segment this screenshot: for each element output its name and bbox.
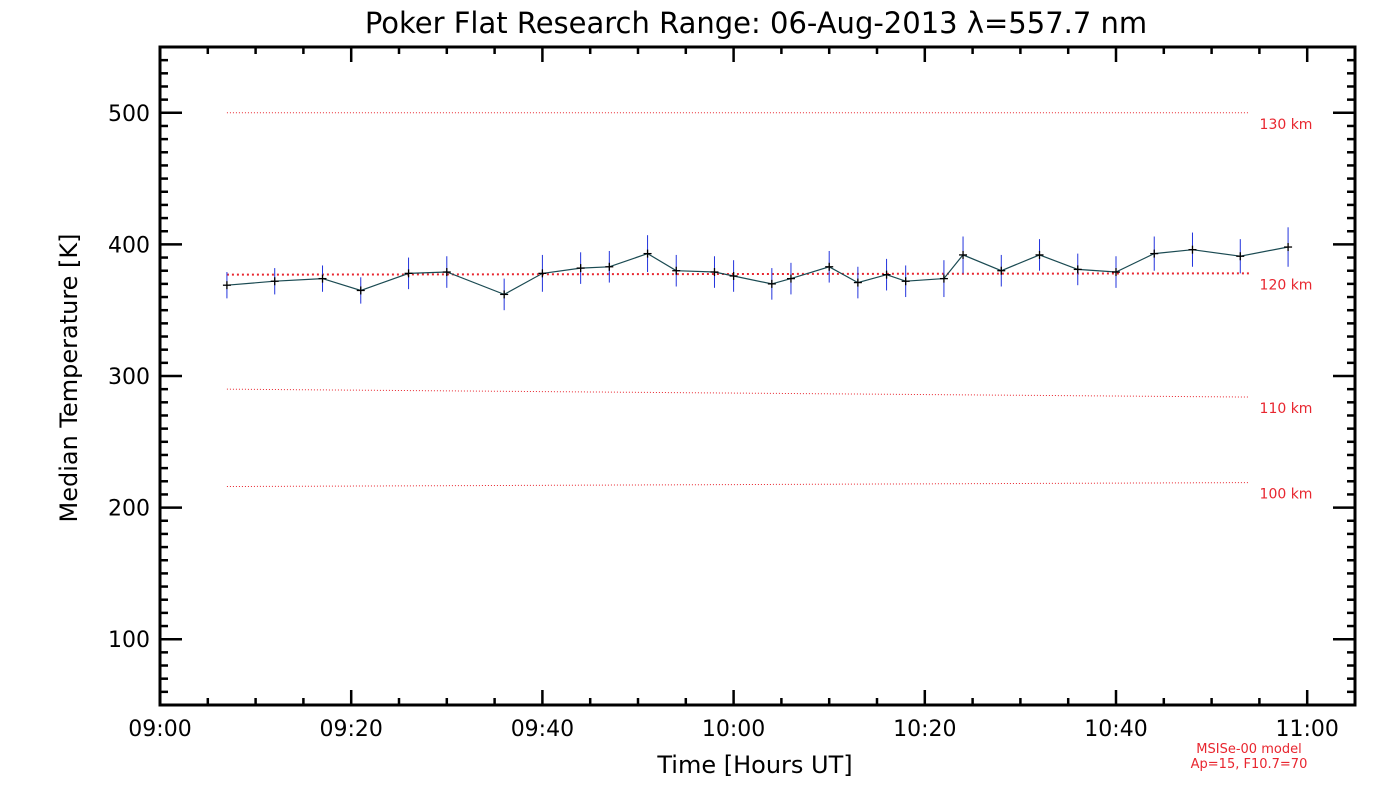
y-tick-label: 500: [108, 102, 150, 127]
y-tick-label: 100: [108, 628, 150, 653]
chart-title: Poker Flat Research Range: 06-Aug-2013 λ…: [365, 6, 1147, 40]
x-tick-label: 11:00: [1275, 717, 1338, 742]
x-axis-title: Time [Hours UT]: [656, 751, 852, 779]
x-tick-label: 10:20: [893, 717, 956, 742]
reference-line-110-km: [226, 388, 1250, 398]
reference-label-130-km: 130 km: [1260, 117, 1313, 133]
reference-label-110-km: 110 km: [1260, 401, 1313, 417]
y-tick-label: 200: [108, 497, 150, 522]
x-tick-label: 09:40: [511, 717, 574, 742]
y-axis-tick-labels: 100 200 300 400 500: [108, 102, 150, 653]
y-tick-label: 300: [108, 365, 150, 390]
plot-frame: [158, 45, 1357, 707]
x-tick-label: 10:00: [702, 717, 765, 742]
x-axis-ticks: [158, 47, 1357, 705]
reference-label-100-km: 100 km: [1260, 487, 1313, 503]
reference-line-labels: 130 km 120 km 110 km 100 km: [1260, 117, 1313, 503]
x-axis-tick-labels: 09:00 09:20 09:40 10:00 10:20 10:40 11:00: [128, 717, 1339, 742]
x-tick-label: 09:00: [128, 717, 191, 742]
y-tick-label: 400: [108, 233, 150, 258]
model-note-line1: MSISe-00 model: [1196, 742, 1301, 757]
reference-lines: [226, 112, 1250, 488]
temperature-series: [222, 227, 1293, 311]
x-tick-label: 10:40: [1084, 717, 1147, 742]
reference-line-100-km: [226, 482, 1250, 488]
x-tick-label: 09:20: [319, 717, 382, 742]
y-axis-title: Median Temperature [K]: [55, 233, 83, 522]
reference-label-120-km: 120 km: [1260, 277, 1313, 293]
reference-line-120-km: [226, 272, 1250, 276]
y-axis-ticks: [160, 45, 1355, 707]
series-line: [226, 246, 1289, 296]
model-note-line2: Ap=15, F10.7=70: [1191, 757, 1308, 772]
